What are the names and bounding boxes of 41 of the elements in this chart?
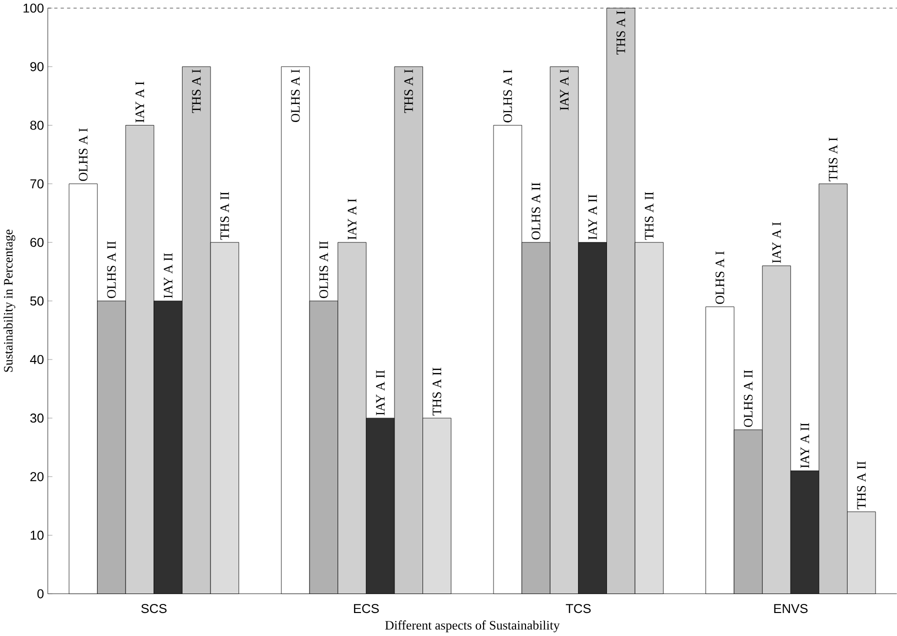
text: THS A I	[404, 70, 413, 114]
y-tick-label: 30	[30, 414, 44, 423]
y-tick-label: 90	[30, 62, 44, 72]
series-label: OLHS A I	[291, 70, 300, 122]
x-tick-label: TCS	[566, 604, 591, 614]
x-tick-label: ECS	[354, 604, 379, 614]
text: THS A II	[857, 461, 866, 510]
text: THS A II	[220, 192, 229, 240]
y-tick-label: 20	[30, 472, 44, 482]
text: IAY A II	[800, 423, 810, 468]
text: OLHS A I	[503, 70, 512, 122]
y-tick-label: 80	[30, 120, 44, 130]
text: OLHS A II	[107, 241, 116, 298]
text: THS A I	[828, 138, 838, 182]
text: OLHS A II	[532, 182, 540, 240]
text: IAY A II	[376, 370, 385, 416]
text: OLHS A II	[744, 370, 753, 427]
y-tick-label: 100	[24, 4, 44, 13]
text: IAY A I	[772, 222, 781, 264]
y-tick-label: 10	[30, 530, 44, 540]
y-tick-label: 70	[30, 179, 44, 188]
y-tick-label: 0	[37, 589, 44, 598]
text: IAY A I	[136, 82, 144, 122]
series-label: IAY A I	[560, 70, 569, 110]
text: IAY A I	[348, 198, 356, 240]
x-axis-title: Different aspects of Sustainability	[385, 620, 560, 632]
y-tick-label: 40	[30, 355, 44, 364]
text: IAY A II	[588, 194, 597, 240]
y-tick-label: 50	[30, 296, 44, 306]
text: THS A II	[644, 192, 654, 240]
text: OLHS A I	[716, 251, 724, 304]
text: THS A I	[616, 11, 626, 55]
text: OLHS A I	[78, 128, 88, 182]
text: THS A I	[192, 70, 201, 114]
x-tick-label: ENVS	[774, 604, 808, 614]
text: OLHS A II	[319, 241, 328, 298]
text: IAY A II	[164, 253, 172, 298]
y-tick-label: 60	[30, 238, 44, 247]
y-axis-title: Sustainability in Percentage	[4, 230, 16, 372]
x-tick-label: SCS	[141, 604, 167, 614]
text: THS A II	[432, 368, 442, 416]
